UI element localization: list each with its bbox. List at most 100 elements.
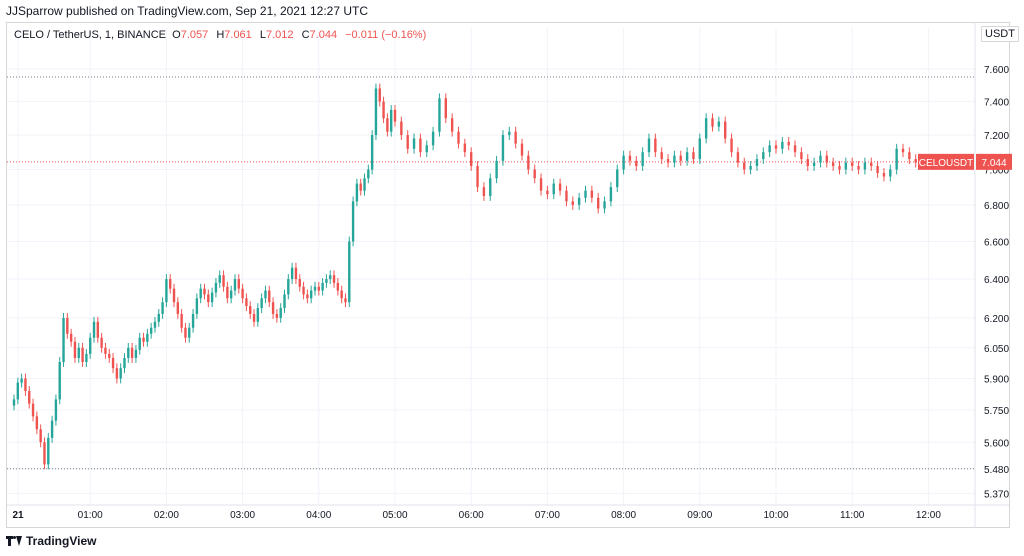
candle-body bbox=[793, 145, 797, 153]
candle-body bbox=[111, 357, 115, 369]
candle-body bbox=[108, 353, 111, 358]
y-tick-label: 7.400 bbox=[984, 98, 1009, 109]
candle-body bbox=[851, 162, 854, 167]
candle-body bbox=[590, 190, 594, 198]
time-axis: 21 01:00 02:00 03:00 04:00 05:00 06:00 07:00 08:… bbox=[12, 510, 941, 521]
candle-body bbox=[825, 155, 828, 163]
candle-body bbox=[438, 98, 441, 132]
candle-body bbox=[539, 178, 543, 191]
candle-body bbox=[463, 143, 467, 153]
candle-body bbox=[450, 118, 454, 132]
candle-body bbox=[412, 138, 416, 149]
candle-body bbox=[367, 169, 370, 179]
candle-body bbox=[344, 298, 347, 303]
candle-body bbox=[180, 313, 183, 328]
candle-body bbox=[351, 201, 355, 242]
candle-body bbox=[685, 152, 689, 161]
candle-body bbox=[457, 131, 460, 144]
candle-body bbox=[195, 298, 199, 314]
candle-body bbox=[207, 294, 210, 303]
y-tick-label: 7.600 bbox=[984, 65, 1009, 76]
candle-body bbox=[597, 197, 600, 209]
candle-body bbox=[609, 187, 613, 202]
candle-body bbox=[169, 279, 172, 289]
candle-body bbox=[781, 141, 784, 149]
candle-body bbox=[62, 317, 65, 363]
tradingview-logo-icon bbox=[6, 536, 22, 546]
candle-body bbox=[812, 162, 816, 167]
low-label: L bbox=[259, 29, 266, 41]
change-value: −0.011 (−0.16%) bbox=[345, 29, 427, 41]
candle-body bbox=[321, 282, 324, 291]
candle-body bbox=[241, 288, 244, 299]
candle-body bbox=[302, 286, 305, 295]
candle-body bbox=[425, 145, 428, 153]
symbol-label[interactable]: CELO / TetherUS, 1, BINANCE bbox=[14, 29, 167, 41]
y-tick-label: 5.370 bbox=[984, 490, 1009, 501]
candle-body bbox=[348, 241, 351, 303]
candle-body bbox=[325, 279, 328, 283]
candle-body bbox=[149, 327, 153, 334]
candle-body bbox=[533, 169, 536, 179]
candle-body bbox=[245, 298, 248, 307]
candle-body bbox=[571, 201, 574, 205]
candle-body bbox=[743, 162, 746, 170]
candle-body bbox=[787, 141, 790, 146]
candle-body bbox=[508, 131, 511, 136]
x-tick-label: 11:00 bbox=[840, 510, 865, 521]
candle-body bbox=[264, 290, 267, 299]
candle-body bbox=[386, 118, 389, 132]
candle-body bbox=[514, 131, 517, 144]
candle-body bbox=[565, 190, 568, 202]
candle-body bbox=[214, 282, 218, 293]
candle-body bbox=[298, 279, 301, 287]
close-label: C bbox=[301, 29, 310, 41]
candle-body bbox=[628, 155, 632, 161]
candle-body bbox=[184, 327, 187, 338]
candle-body bbox=[857, 166, 860, 170]
candle-body bbox=[313, 286, 317, 291]
x-tick-label: 01:00 bbox=[78, 510, 103, 521]
close-value: 7.044 bbox=[309, 29, 338, 41]
candle-body bbox=[870, 162, 873, 167]
ohlc-legend: CELO / TetherUS, 1, BINANCE O7.057 H7.06… bbox=[14, 29, 426, 41]
candle-body bbox=[283, 294, 286, 309]
candle-body bbox=[203, 288, 206, 295]
candle-body bbox=[340, 290, 343, 299]
candle-body bbox=[172, 288, 176, 303]
candle-body bbox=[546, 190, 549, 195]
candle-body bbox=[12, 399, 16, 406]
candle-body bbox=[35, 416, 39, 430]
candle-body bbox=[237, 279, 240, 289]
candle-body bbox=[584, 190, 587, 198]
candle-body bbox=[127, 347, 130, 358]
symbol-tag bbox=[918, 153, 974, 170]
candle-body bbox=[495, 160, 498, 179]
candle-body bbox=[359, 183, 362, 191]
y-tick-label: 5.600 bbox=[984, 438, 1009, 449]
candles-group bbox=[12, 83, 924, 470]
candle-body bbox=[146, 333, 149, 342]
candle-body bbox=[89, 337, 92, 354]
candle-body bbox=[138, 337, 141, 350]
candle-body bbox=[660, 152, 663, 160]
currency-button[interactable]: USDT bbox=[981, 26, 1019, 42]
candle-body bbox=[914, 159, 917, 163]
tradingview-footer[interactable]: TradingView bbox=[6, 534, 96, 548]
candle-body bbox=[704, 118, 708, 139]
candle-body bbox=[39, 429, 42, 443]
candle-body bbox=[69, 333, 73, 342]
candle-body bbox=[81, 347, 84, 363]
candle-body bbox=[616, 169, 619, 188]
candle-body bbox=[54, 399, 58, 421]
candle-body bbox=[165, 279, 168, 303]
candle-body bbox=[730, 138, 733, 153]
candle-body bbox=[85, 353, 88, 363]
candle-body bbox=[908, 152, 911, 160]
candle-body bbox=[115, 368, 119, 379]
candle-body bbox=[210, 292, 214, 303]
candle-body bbox=[20, 378, 23, 383]
candle-body bbox=[77, 347, 80, 358]
candle-body bbox=[317, 286, 320, 291]
